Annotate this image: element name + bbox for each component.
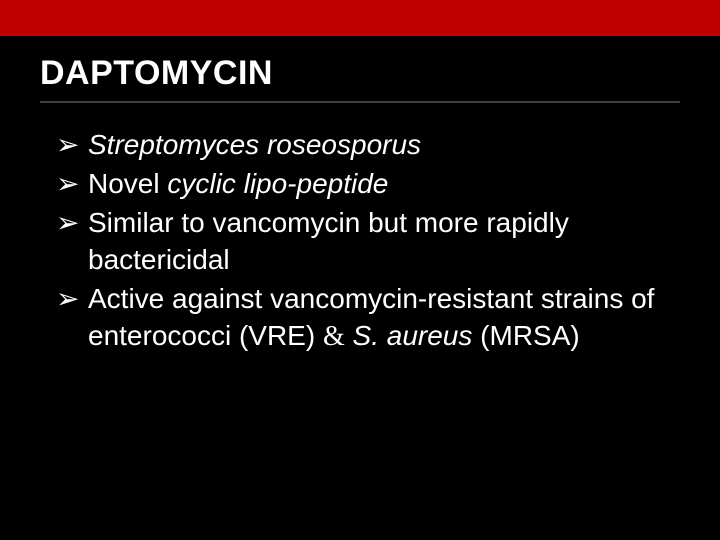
slide-title: DAPTOMYCIN <box>40 54 680 93</box>
title-region: DAPTOMYCIN <box>0 36 720 101</box>
text-segment: Novel <box>88 168 167 199</box>
bullet-text: Similar to vancomycin but more rapidly b… <box>88 205 680 279</box>
text-segment: Streptomyces roseosporus <box>88 129 421 160</box>
bullet-text: Novel cyclic lipo-peptide <box>88 166 680 203</box>
bullet-text: Active against vancomycin-resistant stra… <box>88 281 680 356</box>
top-red-band <box>0 0 720 36</box>
bullet-row: ➢Novel cyclic lipo-peptide <box>56 166 680 203</box>
bullet-row: ➢Active against vancomycin-resistant str… <box>56 281 680 356</box>
bullet-marker-icon: ➢ <box>56 281 88 318</box>
text-segment: S. aureus <box>345 320 473 351</box>
bullet-row: ➢Similar to vancomycin but more rapidly … <box>56 205 680 279</box>
bullet-row: ➢Streptomyces roseosporus <box>56 127 680 164</box>
bullet-marker-icon: ➢ <box>56 127 88 164</box>
bullet-text: Streptomyces roseosporus <box>88 127 680 164</box>
bullet-list: ➢Streptomyces roseosporus➢Novel cyclic l… <box>0 103 720 356</box>
bullet-marker-icon: ➢ <box>56 166 88 203</box>
text-segment: (MRSA) <box>472 320 579 351</box>
text-segment: & <box>323 321 345 352</box>
text-segment: cyclic lipo-peptide <box>167 168 388 199</box>
text-segment: Similar to vancomycin but more rapidly b… <box>88 207 569 275</box>
bullet-marker-icon: ➢ <box>56 205 88 242</box>
